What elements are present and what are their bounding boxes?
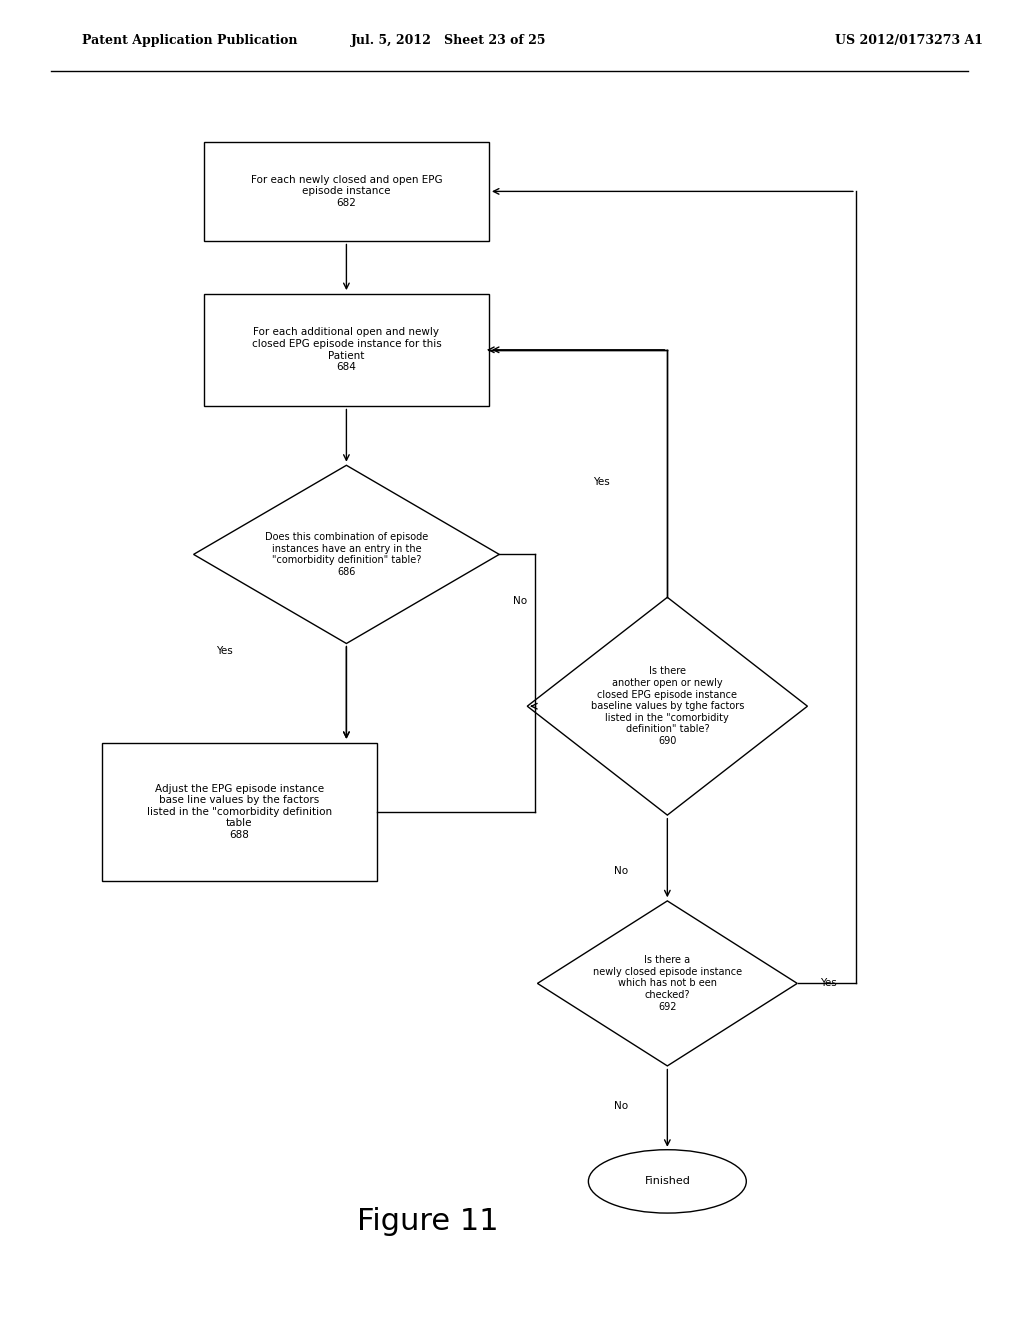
Text: No: No	[614, 1101, 629, 1111]
Text: Yes: Yes	[216, 645, 232, 656]
Ellipse shape	[589, 1150, 746, 1213]
Text: Figure 11: Figure 11	[357, 1208, 499, 1237]
Text: Does this combination of episode
instances have an entry in the
"comorbidity def: Does this combination of episode instanc…	[265, 532, 428, 577]
Text: Adjust the EPG episode instance
base line values by the factors
listed in the "c: Adjust the EPG episode instance base lin…	[146, 784, 332, 840]
FancyBboxPatch shape	[204, 143, 489, 242]
FancyBboxPatch shape	[204, 294, 489, 407]
Text: Is there a
newly closed episode instance
which has not b een
checked?
692: Is there a newly closed episode instance…	[593, 956, 742, 1011]
Text: No: No	[614, 866, 629, 876]
FancyBboxPatch shape	[101, 742, 377, 882]
Text: US 2012/0173273 A1: US 2012/0173273 A1	[836, 34, 983, 48]
Text: No: No	[513, 595, 526, 606]
Text: For each additional open and newly
closed EPG episode instance for this
Patient
: For each additional open and newly close…	[252, 327, 441, 372]
Text: Patent Application Publication: Patent Application Publication	[82, 34, 297, 48]
Text: Yes: Yes	[820, 978, 837, 989]
Text: For each newly closed and open EPG
episode instance
682: For each newly closed and open EPG episo…	[251, 174, 442, 209]
Text: Jul. 5, 2012   Sheet 23 of 25: Jul. 5, 2012 Sheet 23 of 25	[350, 34, 546, 48]
Text: Yes: Yes	[593, 477, 609, 487]
Text: Is there
another open or newly
closed EPG episode instance
baseline values by tg: Is there another open or newly closed EP…	[591, 667, 744, 746]
Polygon shape	[194, 465, 500, 643]
Polygon shape	[538, 900, 798, 1067]
Text: Finished: Finished	[644, 1176, 690, 1187]
Polygon shape	[527, 597, 808, 816]
